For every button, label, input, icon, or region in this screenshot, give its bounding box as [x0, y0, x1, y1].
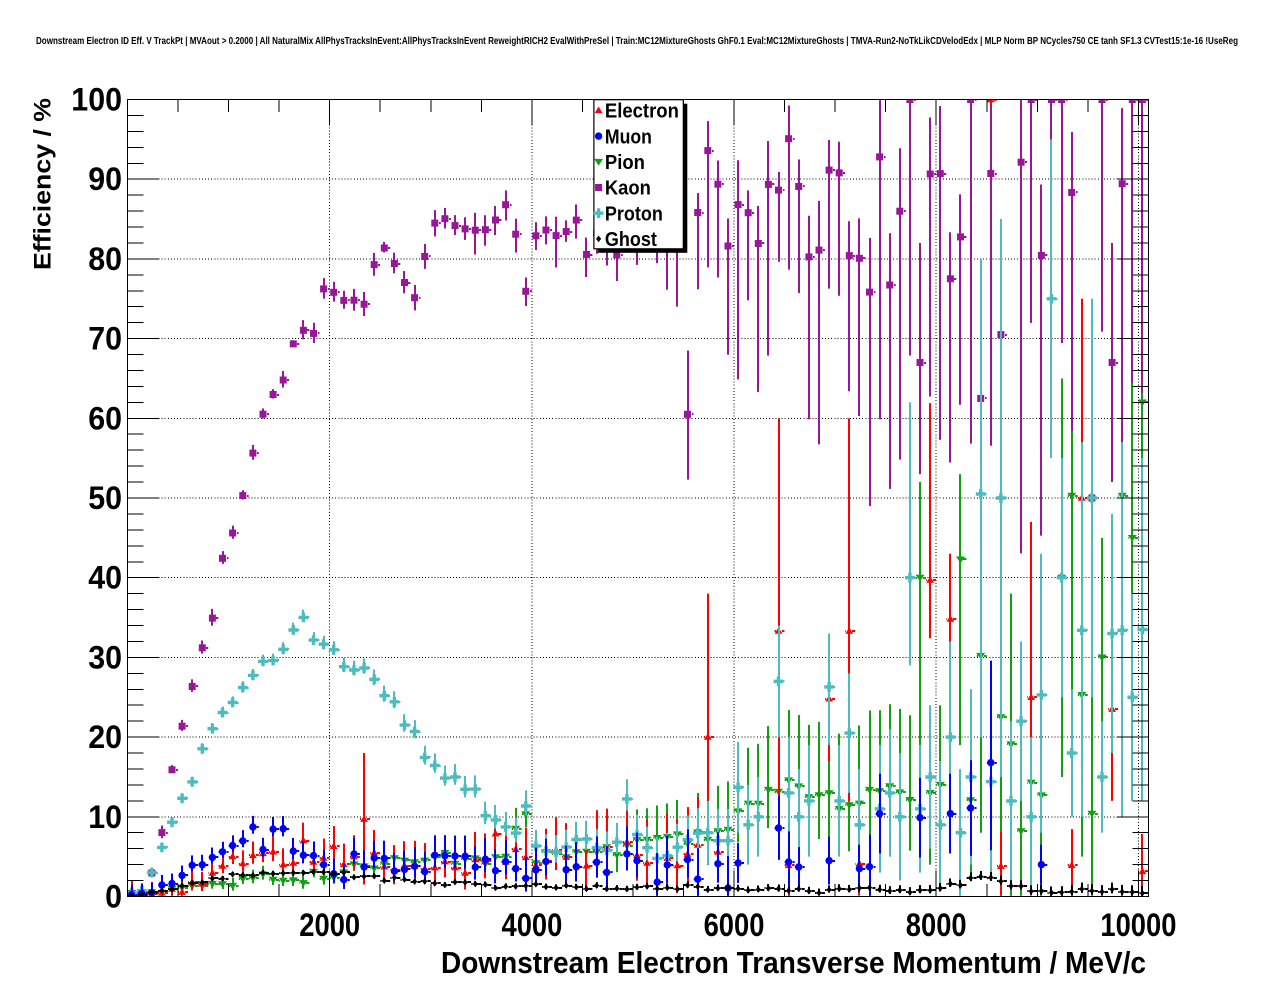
svg-text:Pion: Pion — [605, 152, 645, 174]
svg-text:Downstream Electron Transverse: Downstream Electron Transverse Momentum … — [441, 945, 1146, 980]
svg-text:Kaon: Kaon — [605, 178, 651, 200]
svg-text:Ghost: Ghost — [605, 229, 657, 251]
svg-text:Proton: Proton — [605, 203, 663, 225]
svg-text:Electron: Electron — [605, 101, 679, 123]
svg-text:4000: 4000 — [502, 907, 563, 943]
svg-text:90: 90 — [88, 161, 122, 197]
svg-text:30: 30 — [88, 639, 122, 675]
svg-text:40: 40 — [88, 560, 122, 596]
svg-text:6000: 6000 — [704, 907, 765, 943]
svg-text:20: 20 — [88, 719, 122, 755]
svg-text:Downstream Electron ID Eff. V: Downstream Electron ID Eff. V TrackPt | … — [36, 36, 1238, 47]
svg-text:2000: 2000 — [299, 907, 360, 943]
svg-text:0: 0 — [105, 879, 122, 915]
svg-text:50: 50 — [88, 480, 122, 516]
svg-text:80: 80 — [88, 241, 122, 277]
svg-text:Efficiency / %: Efficiency / % — [30, 98, 57, 270]
svg-text:10: 10 — [88, 799, 122, 835]
svg-text:60: 60 — [88, 400, 122, 436]
svg-text:10000: 10000 — [1100, 907, 1176, 943]
svg-text:70: 70 — [88, 321, 122, 357]
svg-text:Muon: Muon — [605, 126, 652, 148]
svg-text:100: 100 — [71, 82, 122, 118]
svg-text:8000: 8000 — [906, 907, 967, 943]
